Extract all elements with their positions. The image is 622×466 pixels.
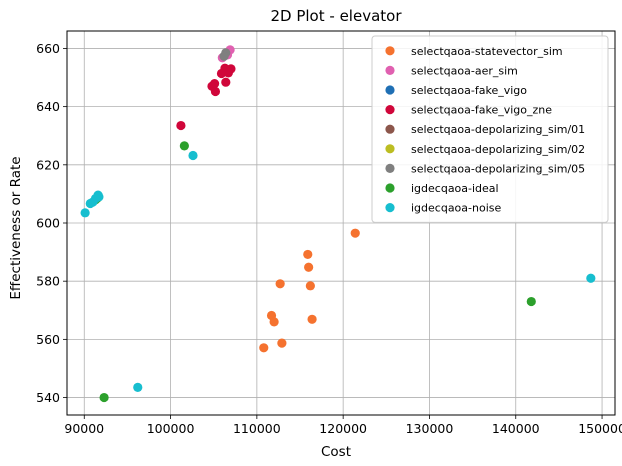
data-point bbox=[526, 296, 536, 307]
data-point bbox=[277, 338, 287, 348]
data-point bbox=[275, 279, 285, 289]
legend-label: selectqaoa-statevector_sim bbox=[411, 45, 563, 58]
series-8 bbox=[80, 150, 596, 392]
data-point bbox=[221, 77, 231, 87]
legend-marker bbox=[385, 144, 395, 154]
legend-marker bbox=[385, 46, 395, 56]
legend-marker bbox=[385, 65, 395, 75]
data-point bbox=[216, 68, 227, 79]
x-axis-label: Cost bbox=[321, 444, 351, 460]
x-tick-label: 130000 bbox=[406, 421, 454, 436]
y-axis-ticks: 540 560 580 600 620 640 660 bbox=[36, 41, 67, 405]
legend-label: igdecqaoa-ideal bbox=[411, 182, 499, 195]
legend-box bbox=[371, 35, 609, 223]
data-point bbox=[305, 281, 315, 291]
data-point bbox=[219, 51, 229, 61]
data-point bbox=[209, 79, 220, 89]
data-point bbox=[176, 120, 186, 131]
x-axis-ticks: 90000 100000 110000 120000 130000 140000 15000… bbox=[64, 415, 622, 436]
legend-label: selectqaoa-depolarizing_sim/05 bbox=[411, 162, 585, 175]
legend-label: selectqaoa-depolarizing_sim/02 bbox=[411, 143, 585, 156]
legend: selectqaoa-statevector_sim selectqaoa-aer… bbox=[371, 35, 609, 223]
y-tick-label: 560 bbox=[36, 332, 60, 347]
x-tick-label: 140000 bbox=[492, 421, 540, 436]
data-point bbox=[133, 382, 143, 392]
chart-title: 2D Plot - elevator bbox=[270, 7, 402, 25]
x-tick-label: 90000 bbox=[64, 421, 104, 436]
data-point bbox=[210, 86, 221, 97]
y-tick-label: 600 bbox=[36, 216, 60, 231]
legend-label: igdecqaoa-noise bbox=[411, 202, 501, 215]
x-tick-label: 100000 bbox=[147, 421, 195, 436]
data-point bbox=[85, 198, 95, 209]
y-tick-label: 580 bbox=[36, 274, 60, 289]
data-point bbox=[179, 141, 189, 151]
data-point bbox=[350, 228, 360, 238]
y-tick-label: 660 bbox=[36, 41, 60, 56]
y-tick-label: 540 bbox=[36, 390, 60, 405]
data-point bbox=[80, 208, 90, 218]
data-point bbox=[223, 68, 233, 78]
legend-marker bbox=[385, 163, 395, 173]
legend-marker bbox=[385, 183, 395, 193]
legend-marker bbox=[385, 85, 395, 95]
data-points bbox=[80, 45, 596, 403]
legend-label: selectqaoa-depolarizing_sim/01 bbox=[411, 123, 585, 136]
series-0 bbox=[259, 228, 360, 353]
legend-marker bbox=[385, 203, 395, 213]
legend-label: selectqaoa-fake_vigo_zne bbox=[411, 104, 552, 117]
x-tick-label: 120000 bbox=[319, 421, 367, 436]
data-point bbox=[304, 262, 314, 272]
legend-label: selectqaoa-fake_vigo bbox=[411, 84, 527, 97]
legend-label: selectqaoa-aer_sim bbox=[411, 64, 518, 77]
data-point bbox=[269, 317, 279, 327]
grid bbox=[67, 31, 615, 415]
legend-marker bbox=[385, 124, 395, 134]
data-point bbox=[99, 392, 109, 403]
series-6 bbox=[219, 48, 231, 61]
data-point bbox=[586, 273, 596, 283]
series-3 bbox=[176, 63, 236, 131]
data-point bbox=[307, 314, 317, 324]
x-tick-label: 150000 bbox=[578, 421, 622, 436]
legend-marker bbox=[385, 105, 395, 115]
data-point bbox=[303, 249, 313, 260]
data-point bbox=[259, 343, 269, 353]
data-point bbox=[188, 150, 198, 161]
x-tick-label: 110000 bbox=[233, 421, 281, 436]
y-tick-label: 640 bbox=[36, 99, 60, 114]
y-tick-label: 620 bbox=[36, 157, 60, 172]
y-axis-label: Effectiveness or Rate bbox=[8, 156, 24, 299]
